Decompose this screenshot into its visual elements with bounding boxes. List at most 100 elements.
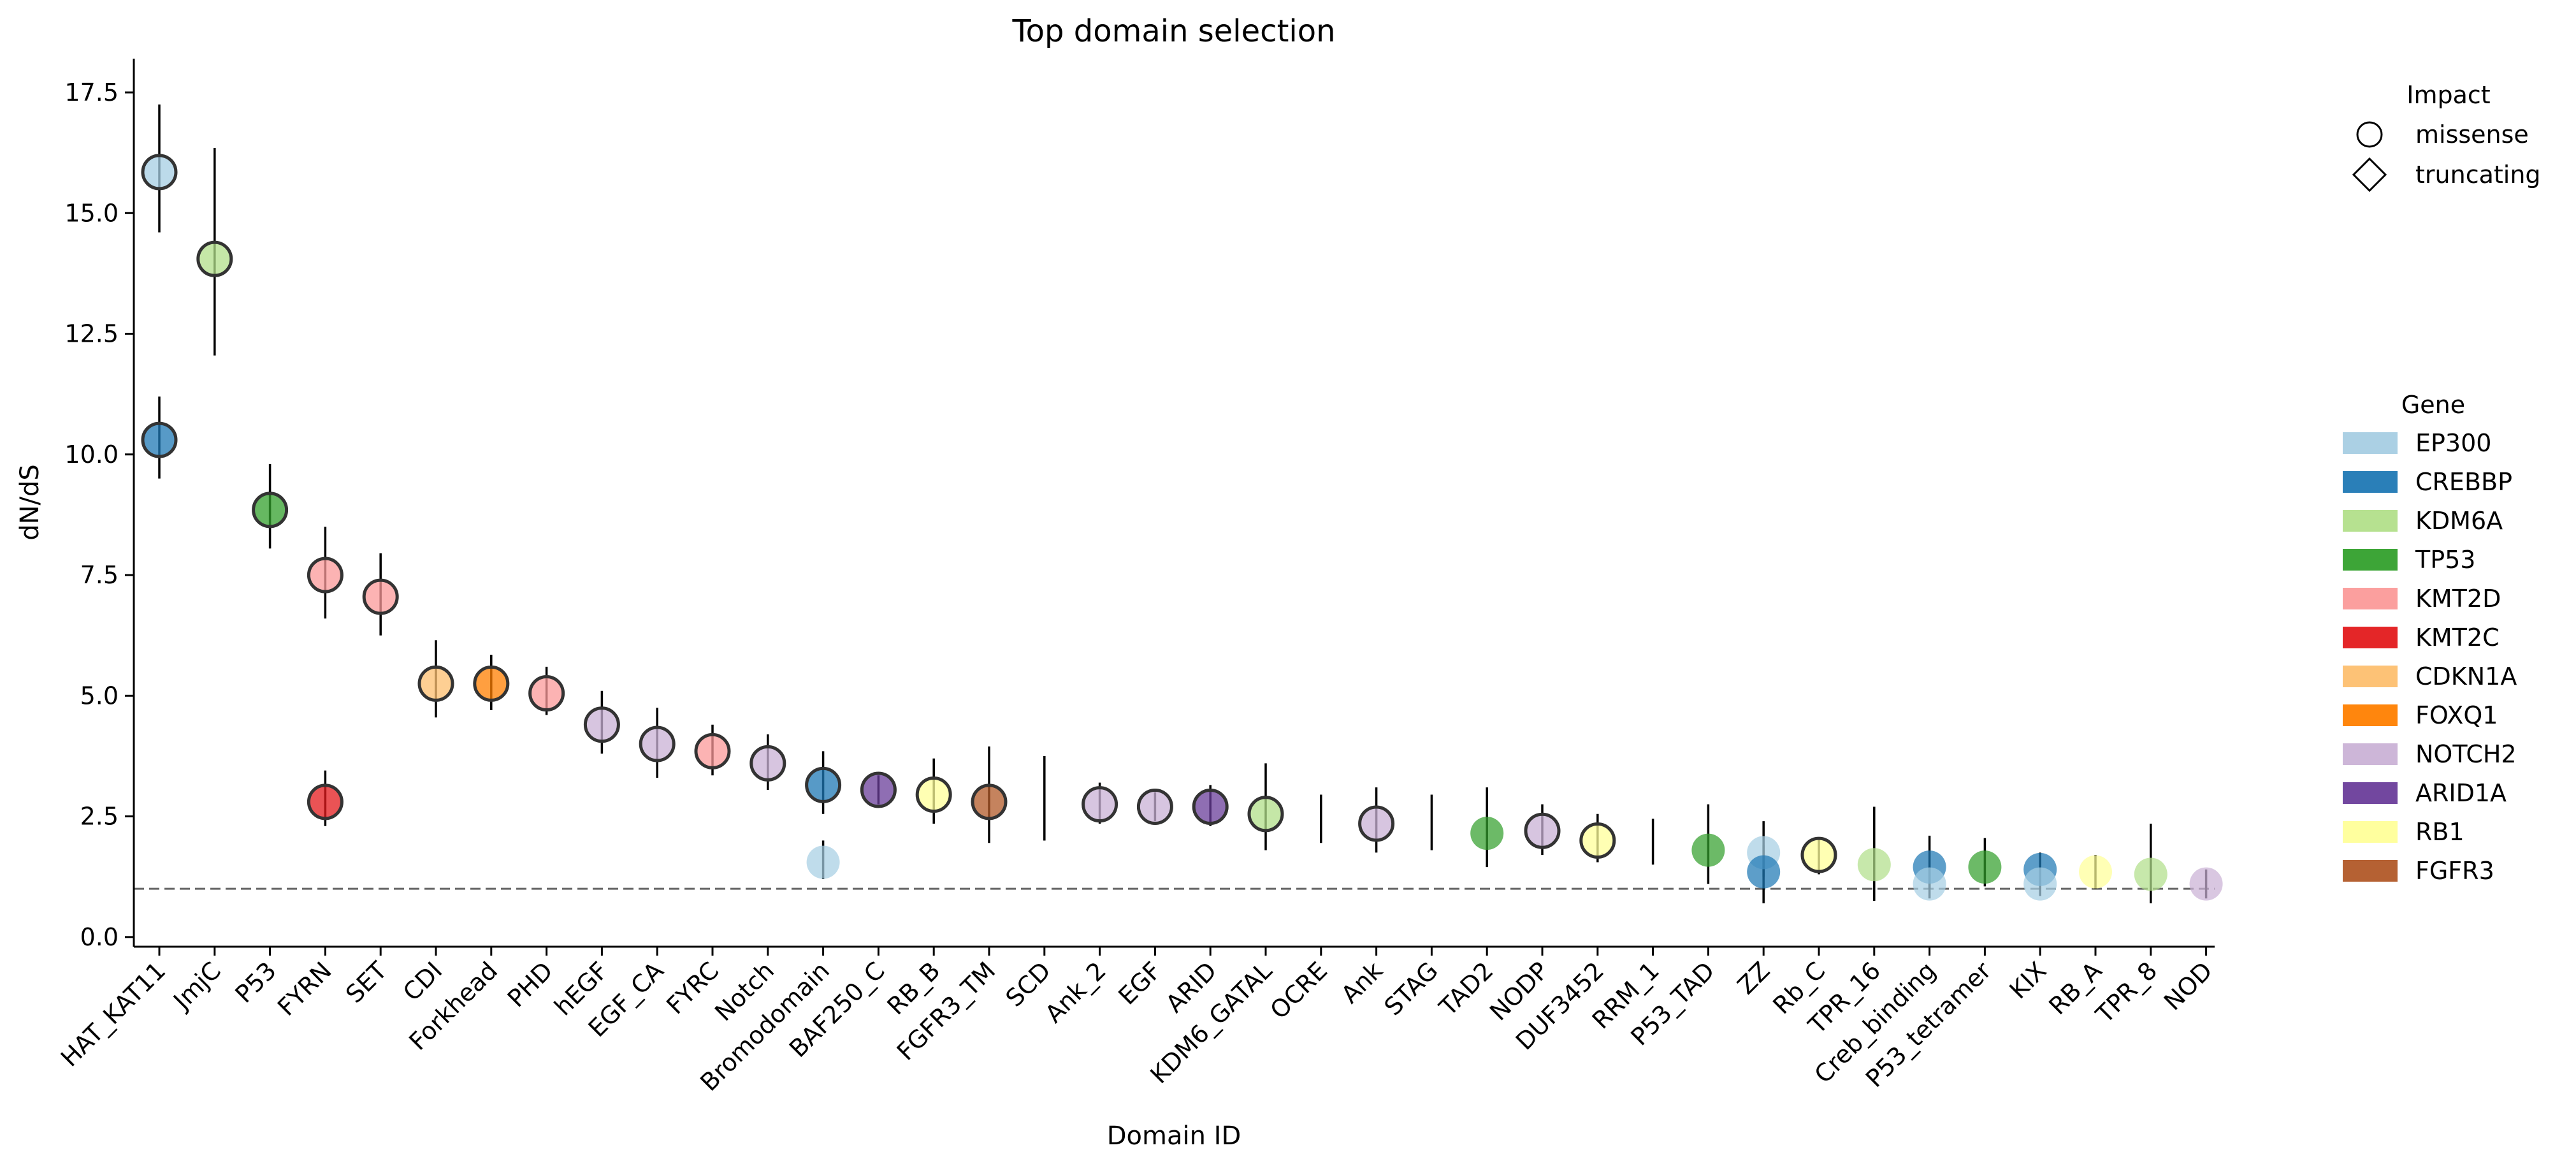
gene-legend-swatch-kdm6a (2343, 510, 2398, 532)
y-tick-label: 2.5 (80, 803, 119, 831)
point-forkhead-foxq1 (473, 665, 510, 702)
gene-legend-swatch-ep300 (2343, 432, 2398, 454)
point-fyrn-kmt2c (307, 783, 344, 820)
point-tpr-8-kdm6a (2134, 857, 2167, 891)
point-jmjc-kdm6a (196, 240, 233, 277)
missense-legend-label: missense (2415, 120, 2529, 149)
gene-legend-label-notch2: NOTCH2 (2415, 740, 2517, 768)
point-rb-a-rb1 (2079, 855, 2112, 889)
point-rb-b-rb1 (915, 776, 952, 813)
x-tick-label-tad2: TAD2 (1433, 956, 1498, 1021)
gene-legend-title: Gene (2401, 391, 2465, 419)
truncating-legend-marker (2352, 157, 2387, 193)
y-tick-label: 7.5 (80, 561, 119, 589)
point-p53-tad-tp53 (1691, 833, 1725, 867)
point-bromodomain-ep300 (806, 845, 840, 879)
x-tick-label-stag: STAG (1379, 956, 1444, 1021)
point-fyrn-kmt2d (307, 557, 344, 594)
x-tick-label-ank-2: Ank_2 (1039, 956, 1111, 1028)
point-nod-notch2 (2189, 867, 2223, 901)
gene-legend-label-kmt2d: KMT2D (2415, 585, 2501, 613)
y-tick-label: 15.0 (64, 199, 119, 227)
gene-legend-swatch-kmt2c (2343, 627, 2398, 648)
x-tick-label-set: SET (340, 956, 393, 1009)
x-tick-label-zz: ZZ (1732, 956, 1776, 1000)
impact-legend-title: Impact (2406, 81, 2490, 109)
gene-legend-label-fgfr3: FGFR3 (2415, 857, 2494, 885)
x-tick-label-ocre: OCRE (1264, 956, 1333, 1024)
point-hat-kat11-crebbp (141, 421, 178, 458)
gene-legend-label-arid1a: ARID1A (2415, 779, 2507, 807)
y-tick-label: 17.5 (64, 78, 119, 106)
y-axis-label: dN/dS (15, 464, 45, 541)
point-rb-c-rb1 (1800, 836, 1837, 873)
gene-legend-label-crebbp: CREBBP (2415, 468, 2512, 496)
point-nodp-notch2 (1524, 812, 1561, 849)
point-arid-arid1a (1192, 788, 1229, 825)
point-cdi-cdkn1a (417, 665, 454, 702)
gene-legend-label-cdkn1a: CDKN1A (2415, 662, 2517, 690)
point-ank-2-notch2 (1082, 786, 1118, 823)
truncating-legend-label: truncating (2415, 161, 2541, 189)
gene-legend-swatch-fgfr3 (2343, 860, 2398, 882)
gene-legend: Gene EP300 CREBBP KDM6A TP53 KMT2D KMT2C CDKN1… (2343, 391, 2517, 885)
x-tick-label-kix: KIX (2004, 956, 2051, 1004)
x-tick-label-jmjc: JmjC (167, 956, 226, 1016)
axes (133, 59, 2215, 948)
gene-legend-label-foxq1: FOXQ1 (2415, 701, 2498, 729)
point-fyrc-kmt2d (694, 732, 731, 769)
point-bromodomain-crebbp (805, 766, 842, 803)
gene-legend-label-ep300: EP300 (2415, 429, 2491, 457)
gene-legend-swatch-cdkn1a (2343, 666, 2398, 687)
gene-legend-swatch-kmt2d (2343, 588, 2398, 609)
point-egf-notch2 (1136, 788, 1173, 825)
x-tick-label-nod: NOD (2159, 956, 2218, 1016)
point-tpr-16-kdm6a (1857, 848, 1891, 882)
point-creb-binding-ep300 (1913, 867, 1946, 901)
point-phd-kmt2d (528, 675, 565, 712)
y-tick-label: 0.0 (80, 923, 119, 951)
point-hegf-notch2 (583, 706, 620, 743)
y-tick-label: 10.0 (64, 441, 119, 469)
point-baf250-c-arid1a (860, 771, 897, 808)
point-notch-notch2 (749, 745, 786, 782)
y-tick-label: 12.5 (64, 320, 119, 348)
point-tad2-tp53 (1470, 817, 1504, 850)
gene-legend-swatch-notch2 (2343, 743, 2398, 765)
x-tick-label-tpr-8: TPR_8 (2090, 956, 2163, 1029)
error-bars (158, 104, 2208, 903)
impact-legend: Impact missense truncating (2352, 81, 2541, 193)
point-set-kmt2d (362, 578, 399, 615)
x-tick-label-hat-kat11: HAT_KAT11 (55, 956, 171, 1072)
gene-legend-swatch-foxq1 (2343, 704, 2398, 726)
gene-legend-swatch-tp53 (2343, 549, 2398, 571)
x-tick-label-egf: EGF (1113, 956, 1166, 1010)
point-zz-crebbp (1747, 855, 1781, 889)
gene-legend-label-kdm6a: KDM6A (2415, 507, 2503, 535)
point-kix-ep300 (2023, 867, 2057, 901)
x-tick-label-phd: PHD (502, 956, 558, 1012)
gene-legend-label-tp53: TP53 (2415, 546, 2475, 574)
x-axis-label: Domain ID (1107, 1121, 1241, 1151)
point-duf3452-rb1 (1579, 822, 1616, 859)
point-egf-ca-notch2 (639, 725, 676, 762)
gene-legend-swatch-rb1 (2343, 821, 2398, 843)
point-kdm6-gatal-kdm6a (1247, 796, 1284, 833)
gene-legend-label-kmt2c: KMT2C (2415, 623, 2500, 652)
x-tick-label-fyrn: FYRN (272, 956, 337, 1021)
point-p53-tp53 (252, 492, 289, 528)
missense-legend-marker (2356, 121, 2383, 148)
gene-legend-swatch-arid1a (2343, 782, 2398, 804)
point-fgfr3-tm-fgfr3 (971, 783, 1008, 820)
gene-legend-label-rb1: RB1 (2415, 818, 2464, 846)
gene-legend-swatch-crebbp (2343, 471, 2398, 493)
y-ticks: 0.0 2.5 5.0 7.5 10.0 12.5 15.0 17.5 (64, 78, 134, 951)
y-tick-label: 5.0 (80, 681, 119, 710)
point-p53-tetramer-tp53 (1968, 850, 2002, 884)
point-ank-notch2 (1358, 805, 1395, 842)
chart-title: Top domain selection (1011, 13, 1335, 49)
point-hat-kat11-ep300 (141, 154, 178, 191)
data-points (141, 154, 2223, 901)
